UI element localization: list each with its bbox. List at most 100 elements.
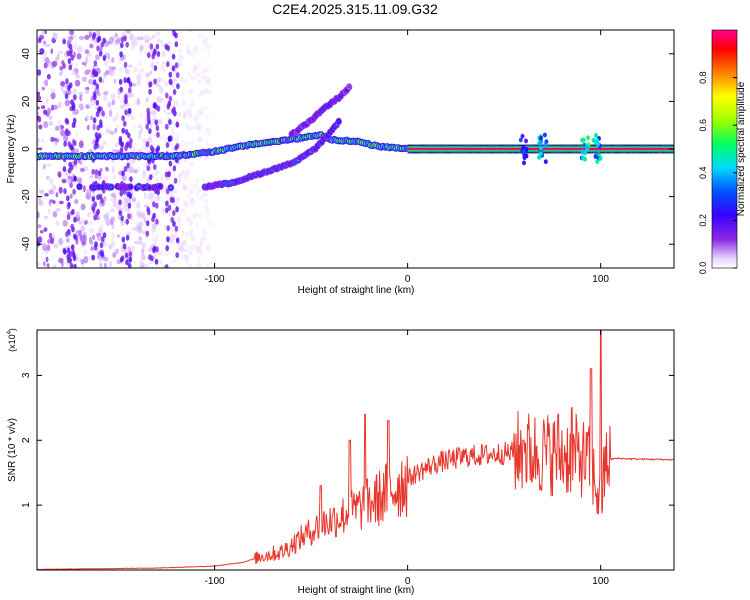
- spectrogram-noise-speck: [141, 212, 145, 220]
- spectrogram-streak-speck: [96, 124, 100, 131]
- spectrogram-noise-speck: [148, 36, 152, 42]
- spectrogram-xtick-label: 100: [592, 274, 609, 285]
- spectrogram-noise-speck: [197, 241, 203, 248]
- spectrogram-streak-speck: [118, 210, 122, 216]
- spectrogram-noise-speck: [179, 37, 183, 43]
- spectrogram-noise-speck: [111, 71, 116, 76]
- spectrogram-streak-speck: [124, 109, 128, 116]
- spectrogram-noise-speck: [195, 245, 201, 253]
- spectrogram-noise-speck: [131, 159, 136, 164]
- spectrogram-noise-speck: [50, 237, 55, 245]
- spectrogram-noise-speck: [141, 173, 147, 180]
- spectrogram-streak-speck: [73, 216, 77, 223]
- spectrogram-noise-speck: [189, 201, 193, 207]
- spectrogram-noise-speck: [195, 178, 199, 183]
- spectrogram-noise-speck: [196, 245, 202, 254]
- spectrogram-noise-speck: [166, 112, 172, 116]
- spectrogram-streak-speck: [99, 250, 104, 257]
- spectrogram-noise-speck: [96, 234, 102, 241]
- spectrogram-noise-speck: [139, 44, 144, 52]
- spectrogram-noise-speck: [99, 262, 102, 268]
- spectrogram-streak-speck: [121, 170, 125, 177]
- spectrogram-noise-speck: [120, 104, 125, 110]
- spectrogram-noise-speck: [72, 110, 78, 115]
- spectrogram-streak-speck: [156, 145, 161, 152]
- spectrogram-noise-speck: [143, 217, 147, 224]
- spectrogram-noise-speck: [131, 35, 137, 44]
- spectrogram-panel: -100 0 100 -40 -20 0 20 40 Height of straight l…: [6, 29, 675, 296]
- spectrogram-noise-speck: [168, 212, 172, 217]
- spectrogram-noise-speck: [80, 203, 86, 211]
- spectrogram-noise-speck: [193, 65, 199, 71]
- spectrogram-streak-speck: [156, 189, 160, 196]
- spectrogram-noise-speck: [112, 148, 118, 154]
- spectrogram-streak-speck: [127, 213, 131, 220]
- snr-scale-base: (x10: [7, 334, 17, 352]
- spectrogram-streak-speck: [175, 72, 180, 79]
- spectrogram-streak-speck: [171, 30, 176, 35]
- spectrogram-noise-speck: [208, 220, 212, 227]
- spectrogram-noise-speck: [92, 191, 96, 198]
- spectrogram-noise-speck: [195, 64, 198, 73]
- spectrogram-noise-speck: [182, 185, 187, 190]
- spectrogram-streak-speck: [125, 41, 129, 48]
- spectrogram-noise-speck: [200, 107, 204, 113]
- spectrogram-streak-speck: [70, 244, 75, 251]
- spectrogram-burst-speck: [524, 153, 529, 159]
- spectrogram-noise-speck: [107, 52, 110, 60]
- spectrogram-streak-speck: [166, 225, 170, 232]
- spectrogram-ytick-label: -40: [21, 237, 32, 252]
- spectrogram-streak-speck: [68, 64, 73, 71]
- spectrogram-noise-speck: [141, 138, 147, 144]
- spectrogram-burst-speck: [538, 145, 543, 151]
- spectrogram-streak-speck: [121, 236, 126, 243]
- spectrogram-noise-speck: [103, 91, 109, 96]
- spectrogram-noise-speck: [175, 219, 179, 227]
- spectrogram-noise-speck: [78, 35, 85, 41]
- spectrogram-track-blob: [144, 186, 147, 189]
- spectrogram-noise-speck: [58, 257, 64, 264]
- spectrogram-noise-speck: [48, 115, 53, 120]
- spectrogram-noise-speck: [50, 88, 56, 93]
- spectrogram-noise-speck: [43, 121, 49, 129]
- spectrogram-noise-speck: [48, 189, 54, 195]
- spectrogram-noise-speck: [57, 101, 62, 109]
- spectrogram-noise-speck: [197, 61, 201, 70]
- spectrogram-noise-speck: [178, 177, 181, 183]
- spectrogram-streak-speck: [63, 248, 67, 255]
- spectrogram-streak-speck: [153, 164, 157, 170]
- spectrogram-noise-speck: [208, 130, 211, 136]
- spectrogram-noise-speck: [93, 64, 98, 70]
- spectrogram-streak-speck: [98, 119, 103, 126]
- spectrogram-noise-speck: [131, 226, 137, 231]
- spectrogram-noise-speck: [136, 73, 142, 82]
- spectrogram-noise-speck: [155, 233, 159, 241]
- spectrogram-noise-speck: [202, 231, 206, 238]
- spectrogram-noise-speck: [119, 98, 123, 105]
- spectrogram-streak-speck: [174, 32, 178, 39]
- spectrogram-noise-speck: [199, 214, 203, 219]
- spectrogram-streak-speck: [121, 127, 125, 134]
- spectrogram-noise-speck: [188, 103, 195, 107]
- spectrogram-noise-speck: [194, 201, 197, 206]
- spectrogram-noise-speck: [153, 240, 158, 246]
- spectrogram-burst-speck: [538, 151, 543, 157]
- spectrogram-noise-speck: [197, 256, 201, 262]
- spectrogram-streak-speck: [63, 188, 67, 195]
- spectrogram-burst-speck: [521, 145, 526, 150]
- spectrogram-streak-speck: [125, 218, 129, 225]
- spectrogram-noise-speck: [83, 256, 89, 264]
- spectrogram-streak-speck: [149, 144, 154, 151]
- spectrogram-noise-speck: [188, 187, 191, 195]
- spectrogram-streak-speck: [67, 58, 72, 64]
- spectrogram-noise-speck: [147, 195, 151, 201]
- spectrogram-streak-speck: [70, 223, 74, 230]
- spectrogram-noise-speck: [195, 112, 201, 118]
- spectrogram-noise-speck: [110, 208, 114, 213]
- spectrogram-streak-speck: [102, 232, 107, 239]
- spectrogram-streak-speck: [97, 170, 102, 177]
- spectrogram-noise-speck: [81, 241, 87, 246]
- spectrogram-noise-speck: [200, 75, 206, 79]
- spectrogram-noise-speck: [88, 31, 93, 38]
- spectrogram-noise-speck: [173, 200, 179, 208]
